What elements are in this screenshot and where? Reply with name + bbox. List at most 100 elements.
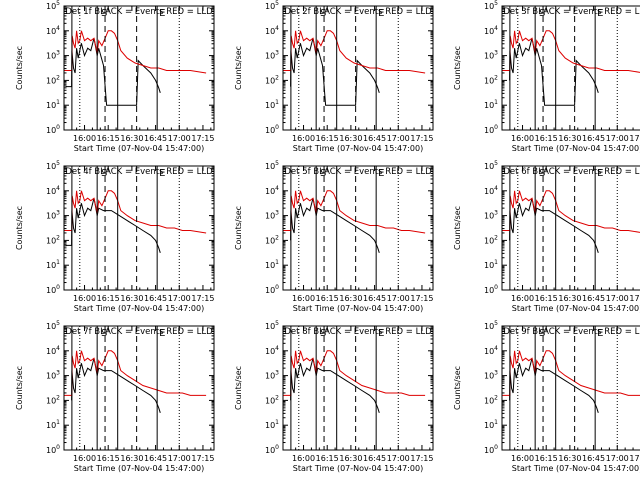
series-lld-line xyxy=(283,30,426,74)
y-axis-label: Counts/sec xyxy=(453,206,462,250)
x-tick-label: 17:00 xyxy=(168,454,191,463)
x-tick-label: 16:00 xyxy=(73,294,96,303)
series-events-line xyxy=(509,38,599,106)
y-tick-label: 101 xyxy=(265,99,279,110)
interval-label-e: E xyxy=(597,168,603,179)
plot-frame xyxy=(282,5,434,131)
x-tick-label: 16:15 xyxy=(535,134,558,143)
y-tick-label: 104 xyxy=(46,345,60,356)
x-axis-label: Start Time (07-Nov-04 15:47:00) xyxy=(74,464,204,473)
series-lld-line xyxy=(64,190,207,234)
series-events-line xyxy=(71,358,161,413)
x-tick-label: 16:30 xyxy=(339,454,362,463)
panel-title: Det 6f BLACK = Events RED = LLD xyxy=(503,167,640,177)
y-axis-label: Counts/sec xyxy=(15,366,24,410)
x-tick-label: 17:15 xyxy=(629,454,640,463)
y-axis-label: Counts/sec xyxy=(15,206,24,250)
y-tick-label: 105 xyxy=(46,320,60,331)
panel-det-6: S E 100 101 102 103 104 105 16:00 16:15 16:30 16:45… xyxy=(453,160,640,313)
interval-label-e: E xyxy=(159,168,165,179)
x-tick-label: 16:30 xyxy=(558,134,581,143)
x-tick-label: 16:45 xyxy=(144,134,167,143)
series-lld-line xyxy=(64,30,207,74)
y-tick-label: 105 xyxy=(46,0,60,11)
y-tick-label: 100 xyxy=(46,444,60,455)
x-tick-label: 16:15 xyxy=(97,294,120,303)
y-tick-label: 102 xyxy=(265,234,279,245)
x-tick-label: 16:45 xyxy=(582,454,605,463)
interval-label-s: S xyxy=(320,328,326,339)
y-tick-label: 104 xyxy=(265,25,279,36)
y-tick-label: 100 xyxy=(484,284,498,295)
series-events-line xyxy=(509,198,599,253)
panel-title: Det 8f BLACK = Events RED = LLD xyxy=(284,327,432,337)
x-tick-label: 16:30 xyxy=(339,134,362,143)
y-tick-label: 102 xyxy=(484,74,498,85)
y-tick-label: 105 xyxy=(484,320,498,331)
series-lld-line xyxy=(502,350,640,396)
x-tick-label: 16:45 xyxy=(144,454,167,463)
x-tick-label: 17:00 xyxy=(387,294,410,303)
interval-label-s: S xyxy=(101,168,107,179)
x-tick-label: 16:45 xyxy=(363,294,386,303)
y-tick-label: 103 xyxy=(265,370,279,381)
x-tick-label: 17:00 xyxy=(606,134,629,143)
x-tick-label: 17:15 xyxy=(629,294,640,303)
y-tick-label: 102 xyxy=(265,394,279,405)
x-tick-label: 16:00 xyxy=(73,454,96,463)
interval-label-e: E xyxy=(159,328,165,339)
x-tick-label: 16:15 xyxy=(316,294,339,303)
y-tick-label: 100 xyxy=(46,284,60,295)
plot-frame xyxy=(63,325,215,451)
plot-frame xyxy=(282,325,434,451)
y-tick-label: 102 xyxy=(46,74,60,85)
y-axis-label: Counts/sec xyxy=(15,46,24,90)
panel-det-7: S E 100 101 102 103 104 105 16:00 16:15 16:30 16:45… xyxy=(15,320,215,473)
y-tick-label: 103 xyxy=(265,50,279,61)
x-tick-label: 17:15 xyxy=(410,454,433,463)
series-events-line xyxy=(290,358,380,413)
x-tick-label: 16:45 xyxy=(582,134,605,143)
y-tick-label: 103 xyxy=(46,370,60,381)
x-tick-label: 17:00 xyxy=(168,294,191,303)
x-tick-label: 16:00 xyxy=(511,454,534,463)
series-lld-line xyxy=(502,190,640,233)
interval-label-e: E xyxy=(378,168,384,179)
x-tick-label: 17:00 xyxy=(606,454,629,463)
y-tick-label: 101 xyxy=(265,259,279,270)
y-tick-label: 104 xyxy=(46,25,60,36)
panel-title: Det 5f BLACK = Events RED = LLD xyxy=(284,167,432,177)
y-tick-label: 104 xyxy=(484,345,498,356)
y-tick-label: 105 xyxy=(265,0,279,11)
panel-det-3: S E 100 101 102 103 104 105 16:00 16:15 16:30 16:45… xyxy=(453,0,640,153)
interval-label-s: S xyxy=(539,328,545,339)
panel-det-2: S E 100 101 102 103 104 105 16:00 16:15 16:30 16:45… xyxy=(234,0,434,153)
interval-label-e: E xyxy=(597,328,603,339)
panel-det-5: S E 100 101 102 103 104 105 16:00 16:15 16:30 16:45… xyxy=(234,160,434,313)
x-tick-label: 17:00 xyxy=(387,134,410,143)
series-events-line xyxy=(290,38,380,106)
series-events-line xyxy=(509,358,599,413)
interval-label-s: S xyxy=(539,168,545,179)
plot-frame xyxy=(63,5,215,131)
y-tick-label: 101 xyxy=(46,99,60,110)
panel-title: Det 3f BLACK = Events RED = LLD xyxy=(503,7,640,17)
y-axis-label: Counts/sec xyxy=(453,46,462,90)
plot-frame xyxy=(282,165,434,291)
x-tick-label: 16:30 xyxy=(558,454,581,463)
panel-title: Det 2f BLACK = Events RED = LLD xyxy=(284,7,432,17)
x-tick-label: 17:15 xyxy=(410,134,433,143)
y-tick-label: 102 xyxy=(46,234,60,245)
y-tick-label: 102 xyxy=(46,394,60,405)
y-tick-label: 101 xyxy=(46,259,60,270)
y-tick-label: 100 xyxy=(265,444,279,455)
y-tick-label: 102 xyxy=(265,74,279,85)
y-axis-label: Counts/sec xyxy=(234,206,243,250)
x-axis-label: Start Time (07-Nov-04 15:47:00) xyxy=(293,144,423,153)
series-lld-line xyxy=(502,30,640,73)
panel-title: Det 4f BLACK = Events RED = LLD xyxy=(65,167,213,177)
panel-det-4: S E 100 101 102 103 104 105 16:00 16:15 16:30 16:45… xyxy=(15,160,215,313)
x-tick-label: 16:45 xyxy=(363,134,386,143)
plot-frame xyxy=(501,5,640,131)
y-tick-label: 101 xyxy=(484,419,498,430)
